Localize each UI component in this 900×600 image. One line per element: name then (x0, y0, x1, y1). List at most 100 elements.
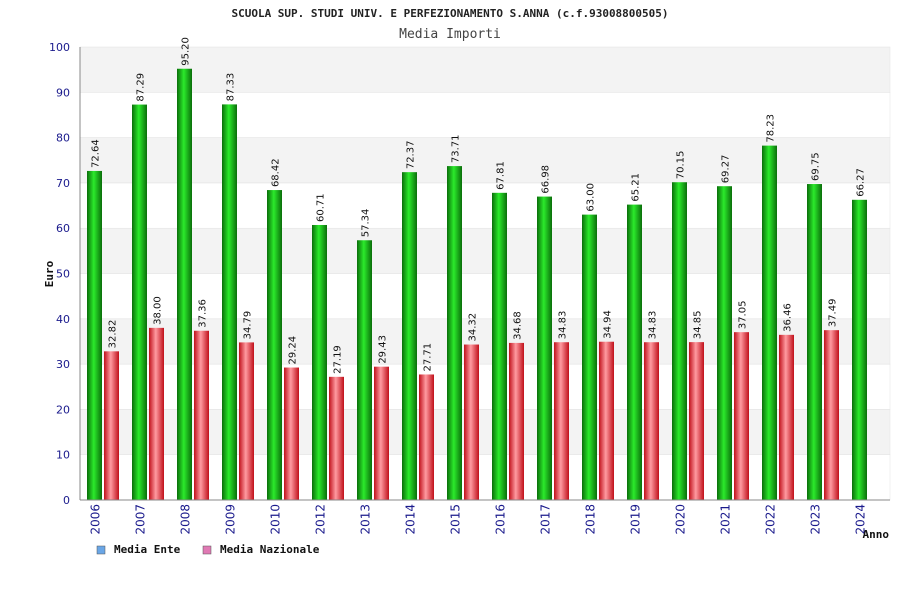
y-tick-label: 20 (56, 403, 70, 416)
value-label: 29.24 (288, 336, 299, 365)
legend-label-media-ente: Media Ente (114, 543, 181, 556)
y-axis-ticks: 0 10 20 30 40 50 60 70 80 90 100 (49, 41, 70, 507)
value-label: 37.36 (198, 299, 209, 328)
x-axis-title: Anno (863, 528, 890, 541)
value-label: 37.49 (828, 299, 839, 328)
y-tick-label: 80 (56, 132, 70, 145)
value-label: 73.71 (451, 134, 462, 163)
value-label: 34.83 (558, 311, 569, 340)
grid-band (79, 227, 891, 274)
y-tick-label: 10 (56, 449, 70, 462)
bar-media-ente (537, 196, 552, 500)
value-label: 63.00 (586, 183, 597, 212)
bar-media-ente (132, 104, 147, 501)
value-label: 72.64 (91, 139, 102, 168)
bar-media-nazionale (149, 327, 164, 500)
bar-media-nazionale (644, 342, 659, 500)
x-tick-label: 2021 (719, 504, 733, 535)
value-label: 57.34 (361, 209, 372, 238)
value-label: 66.98 (541, 165, 552, 194)
value-label: 32.82 (108, 320, 119, 349)
x-tick-label: 2016 (494, 504, 508, 535)
value-label: 36.46 (783, 303, 794, 332)
bar-media-nazionale (599, 341, 614, 500)
bar-media-nazionale (689, 342, 704, 500)
value-label: 68.42 (271, 158, 282, 187)
value-label: 69.27 (721, 155, 732, 184)
bar-media-ente (582, 214, 597, 501)
value-label: 34.79 (243, 311, 254, 340)
chart-title: SCUOLA SUP. STUDI UNIV. E PERFEZIONAMENT… (231, 7, 668, 20)
bar-media-nazionale (239, 342, 254, 500)
x-tick-label: 2024 (854, 504, 868, 535)
value-label: 34.32 (468, 313, 479, 342)
bars (87, 68, 867, 501)
bar-media-nazionale (284, 367, 299, 500)
value-label: 38.00 (153, 296, 164, 325)
chart-subtitle: Media Importi (399, 27, 501, 42)
value-label: 87.29 (136, 73, 147, 102)
value-label: 29.43 (378, 335, 389, 364)
x-tick-label: 2018 (584, 504, 598, 535)
value-label: 70.15 (676, 151, 687, 180)
y-tick-label: 70 (56, 177, 70, 190)
bar-media-nazionale (509, 342, 524, 500)
bar-media-nazionale (329, 376, 344, 500)
bar-media-nazionale (779, 334, 794, 500)
bar-media-ente (402, 172, 417, 501)
legend-label-media-nazionale: Media Nazionale (220, 543, 320, 556)
x-tick-label: 2020 (674, 504, 688, 535)
value-label: 34.68 (513, 311, 524, 340)
bar-media-ente (492, 192, 507, 501)
bar-media-ente (222, 104, 237, 500)
bar-media-ente (762, 145, 777, 500)
bar-media-ente (447, 166, 462, 501)
value-label: 95.20 (181, 37, 192, 66)
value-label: 27.71 (423, 343, 434, 372)
y-tick-label: 100 (49, 41, 70, 54)
y-tick-label: 0 (63, 494, 70, 507)
x-tick-label: 2023 (809, 504, 823, 535)
legend-swatch-media-nazionale (202, 545, 212, 555)
bar-media-ente (267, 190, 282, 500)
value-label: 34.85 (693, 310, 704, 339)
x-tick-label: 2013 (359, 504, 373, 535)
value-label: 34.94 (603, 310, 614, 339)
value-label: 67.81 (496, 161, 507, 190)
x-tick-label: 2006 (89, 504, 103, 535)
grid-band (79, 454, 891, 501)
value-label: 65.21 (631, 173, 642, 202)
x-tick-label: 2015 (449, 504, 463, 535)
x-axis-ticks: 2006 2007 2008 2009 2010 2012 2013 2014 2015 2016… (89, 504, 868, 535)
bar-media-ente (87, 170, 102, 500)
bar-media-nazionale (734, 332, 749, 500)
bar-media-ente (717, 186, 732, 500)
grid-band (79, 273, 891, 320)
x-tick-label: 2007 (134, 504, 148, 535)
bar-media-ente (672, 182, 687, 500)
grid-band (79, 46, 891, 93)
y-tick-label: 60 (56, 222, 70, 235)
value-label: 72.37 (406, 141, 417, 170)
bar-media-nazionale (824, 330, 839, 500)
value-label: 78.23 (766, 114, 777, 143)
value-label: 34.83 (648, 311, 659, 340)
x-tick-label: 2014 (404, 504, 418, 535)
x-tick-label: 2019 (629, 504, 643, 535)
legend: Media Ente Media Nazionale (96, 543, 320, 556)
bar-media-nazionale (194, 330, 209, 500)
y-tick-label: 30 (56, 358, 70, 371)
value-label: 87.33 (226, 73, 237, 102)
value-label: 60.71 (316, 193, 327, 222)
x-tick-label: 2022 (764, 504, 778, 535)
bar-media-nazionale (464, 344, 479, 500)
y-tick-label: 50 (56, 268, 70, 281)
bar-media-ente (627, 204, 642, 500)
grid-band (79, 137, 891, 184)
bar-media-ente (852, 199, 867, 500)
y-tick-label: 40 (56, 313, 70, 326)
value-label: 66.27 (856, 168, 867, 197)
bar-media-nazionale (554, 342, 569, 500)
x-tick-label: 2017 (539, 504, 553, 535)
